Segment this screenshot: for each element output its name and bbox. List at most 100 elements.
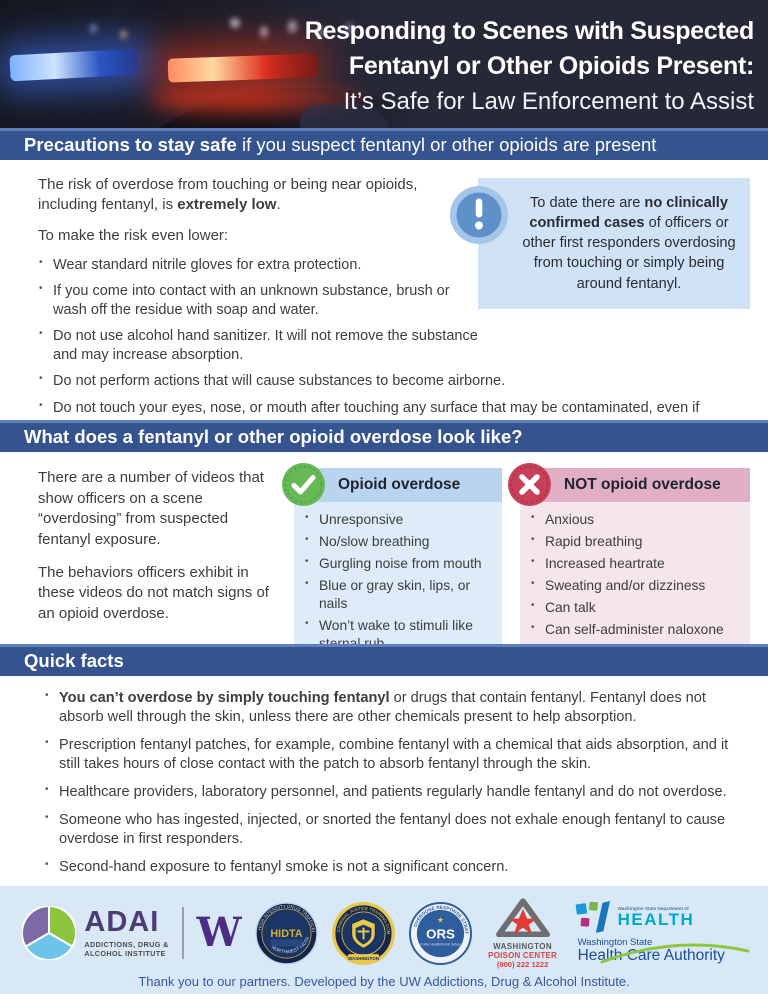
precautions-section: The risk of overdose from touching or be… xyxy=(0,160,768,420)
hca-small-text: Washington State xyxy=(577,937,653,949)
risk-intro-text: The risk of overdose from touching or be… xyxy=(38,176,418,214)
list-item: Prescription fentanyl patches, for examp… xyxy=(44,736,738,774)
precautions-bullet-list-wide: Do not perform actions that will cause s… xyxy=(38,372,748,420)
risk-intro-period: . xyxy=(276,196,281,214)
police-lightbar-blue xyxy=(9,48,139,82)
opioid-symptom-list: Unresponsive No/slow breathing Gurgling … xyxy=(304,511,498,644)
opioid-card-body: Unresponsive No/slow breathing Gurgling … xyxy=(294,502,502,644)
hidta-badge: HIGH INTENSITY DRUG TRAFFICKING AREA NOR… xyxy=(255,902,318,965)
title-line-1: Responding to Scenes with Suspected xyxy=(304,17,755,45)
fact-text: Healthcare providers, laboratory personn… xyxy=(59,783,727,800)
opioid-card-title: Opioid overdose xyxy=(338,476,461,493)
svg-text:Public Health/Public Safety: Public Health/Public Safety xyxy=(420,942,460,946)
adai-wordmark: ADAI ADDICTIONS, DRUG & ALCOHOL INSTITUT… xyxy=(84,905,168,959)
svg-text:WASHINGTON: WASHINGTON xyxy=(348,956,379,961)
fact-text: or drugs that contain fentanyl. Fentanyl… xyxy=(59,690,706,725)
banner-bold-text: Precautions to stay safe xyxy=(24,134,237,155)
section-banner-overdose-look-like: What does a fentanyl or other opioid ove… xyxy=(0,420,768,452)
list-item: Do not perform actions that will cause s… xyxy=(38,372,748,391)
fact-bold: You can’t overdose by simply touching fe… xyxy=(59,690,390,706)
police-car-photo xyxy=(0,0,440,128)
quick-facts-section: You can’t overdose by simply touching fe… xyxy=(0,676,768,886)
list-item: Won’t wake to stimuli like sternal rub xyxy=(304,617,498,644)
list-item: Increased heartrate xyxy=(530,555,746,573)
adai-subtitle: ADDICTIONS, DRUG & ALCOHOL INSTITUTE xyxy=(84,940,168,959)
callout-text-2: of officers or other first responders ov… xyxy=(522,215,736,292)
list-item: Healthcare providers, laboratory personn… xyxy=(44,783,738,802)
bokeh-light xyxy=(120,30,127,39)
logo-divider xyxy=(181,907,184,959)
list-item: Rapid breathing xyxy=(530,533,746,551)
poison-triangle-icon xyxy=(495,898,550,938)
list-item: Unresponsive xyxy=(304,511,498,529)
svg-text:HIDTA: HIDTA xyxy=(270,927,302,939)
list-item: Sweating and/or dizziness xyxy=(530,577,746,595)
opioid-card-header: Opioid overdose xyxy=(282,463,502,506)
not-opioid-overdose-card: NOT opioid overdose Anxious Rapid breath… xyxy=(508,463,750,644)
fact-text: Prescription fentanyl patches, for examp… xyxy=(59,736,729,772)
not-symptom-list: Anxious Rapid breathing Increased heartr… xyxy=(530,511,746,639)
lower-risk-label: To make the risk even lower: xyxy=(38,226,229,244)
not-card-body: Anxious Rapid breathing Increased heartr… xyxy=(520,502,750,644)
adai-acronym: ADAI xyxy=(84,905,160,938)
list-item: Do not touch your eyes, nose, or mouth a… xyxy=(38,399,748,421)
videos-paragraph: There are a number of videos that show o… xyxy=(38,469,264,549)
list-item: Wear standard nitrile gloves for extra p… xyxy=(38,256,483,275)
list-item: Anxious xyxy=(530,511,746,529)
svg-text:★: ★ xyxy=(437,915,444,924)
partners-thanks-text: Thank you to our partners. Developed by … xyxy=(138,974,630,989)
doh-tiles-icon xyxy=(575,901,610,934)
doh-big-text: HEALTH xyxy=(617,910,695,930)
not-card-header: NOT opioid overdose xyxy=(508,463,750,506)
poison-line-2: POISON CENTER xyxy=(488,951,558,960)
header-band: Responding to Scenes with Suspected Fent… xyxy=(0,0,768,128)
hca-logo: Washington State Health Care Authority xyxy=(574,937,750,965)
list-item: You can’t overdose by simply touching fe… xyxy=(44,689,738,727)
adai-subtitle-line1: ADDICTIONS, DRUG & xyxy=(84,939,169,949)
quick-facts-list: You can’t overdose by simply touching fe… xyxy=(44,689,738,877)
list-item: Blue or gray skin, lips, or nails xyxy=(304,577,498,613)
doh-logo: Washington State Department of HEALTH xyxy=(574,901,746,934)
callout-text-bold: no clinically confirmed cases xyxy=(529,195,728,232)
fact-text: Second-hand exposure to fentanyl smoke i… xyxy=(59,858,509,875)
doh-small-text: Washington State Department of xyxy=(617,906,689,912)
risk-intro-bold: extremely low xyxy=(177,196,277,214)
adai-swirl-icon xyxy=(22,906,77,960)
no-confirmed-cases-callout: To date there are no clinically confirme… xyxy=(450,178,750,309)
hca-big-text: Health Care Authority xyxy=(577,947,725,965)
list-item: If you come into contact with an unknown… xyxy=(38,282,483,320)
alert-exclamation-icon xyxy=(450,186,508,244)
overdose-intro-column: There are a number of videos that show o… xyxy=(38,468,276,644)
check-icon xyxy=(282,463,325,506)
partner-logos-row: ADAI ADDICTIONS, DRUG & ALCOHOL INSTITUT… xyxy=(0,895,768,971)
title-subtitle: It’s Safe for Law Enforcement to Assist xyxy=(343,88,754,115)
doh-wordmark: Washington State Department of HEALTH xyxy=(618,906,695,928)
uw-logo: W xyxy=(196,909,242,956)
banner-text: What does a fentanyl or other opioid ove… xyxy=(24,426,523,447)
behaviors-paragraph: The behaviors officers exhibit in these … xyxy=(38,563,269,623)
risk-intro-paragraph: The risk of overdose from touching or be… xyxy=(38,175,468,216)
section-banner-quick-facts: Quick facts xyxy=(0,644,768,676)
hca-swoosh-icon xyxy=(600,943,750,964)
bokeh-light xyxy=(90,24,97,33)
list-item: Gurgling noise from mouth xyxy=(304,555,498,573)
banner-text: Quick facts xyxy=(24,650,124,671)
list-item: No/slow breathing xyxy=(304,533,498,551)
cjtc-badge: CRIMINAL JUSTICE TRAINING COMMISSION WAS… xyxy=(331,901,395,965)
list-item: Second-hand exposure to fentanyl smoke i… xyxy=(44,858,738,877)
section-banner-precautions: Precautions to stay safe if you suspect … xyxy=(0,128,768,160)
ors-badge: OVERDOSE RESPONSE STRATEGY HIDTA · CDC F… xyxy=(408,901,472,965)
list-item: Someone who has ingested, injected, or s… xyxy=(44,811,738,849)
list-item: Do not use alcohol hand sanitizer. It wi… xyxy=(38,327,483,365)
bokeh-light xyxy=(230,18,240,28)
partners-footer: ADAI ADDICTIONS, DRUG & ALCOHOL INSTITUT… xyxy=(0,886,768,994)
poison-line-3: (800) 222 1222 xyxy=(496,960,549,969)
adai-subtitle-line2: ALCOHOL INSTITUTE xyxy=(84,949,166,958)
banner-rest-text: if you suspect fentanyl or other opioids… xyxy=(236,134,657,155)
page-title: Responding to Scenes with Suspected Fent… xyxy=(304,14,755,120)
state-agency-logos: Washington State Department of HEALTH Wa… xyxy=(574,901,750,965)
title-line-2: Fentanyl or Other Opioids Present: xyxy=(348,52,754,80)
list-item: Can self-administer naloxone xyxy=(530,621,746,639)
opioid-overdose-card: Opioid overdose Unresponsive No/slow bre… xyxy=(282,463,502,644)
